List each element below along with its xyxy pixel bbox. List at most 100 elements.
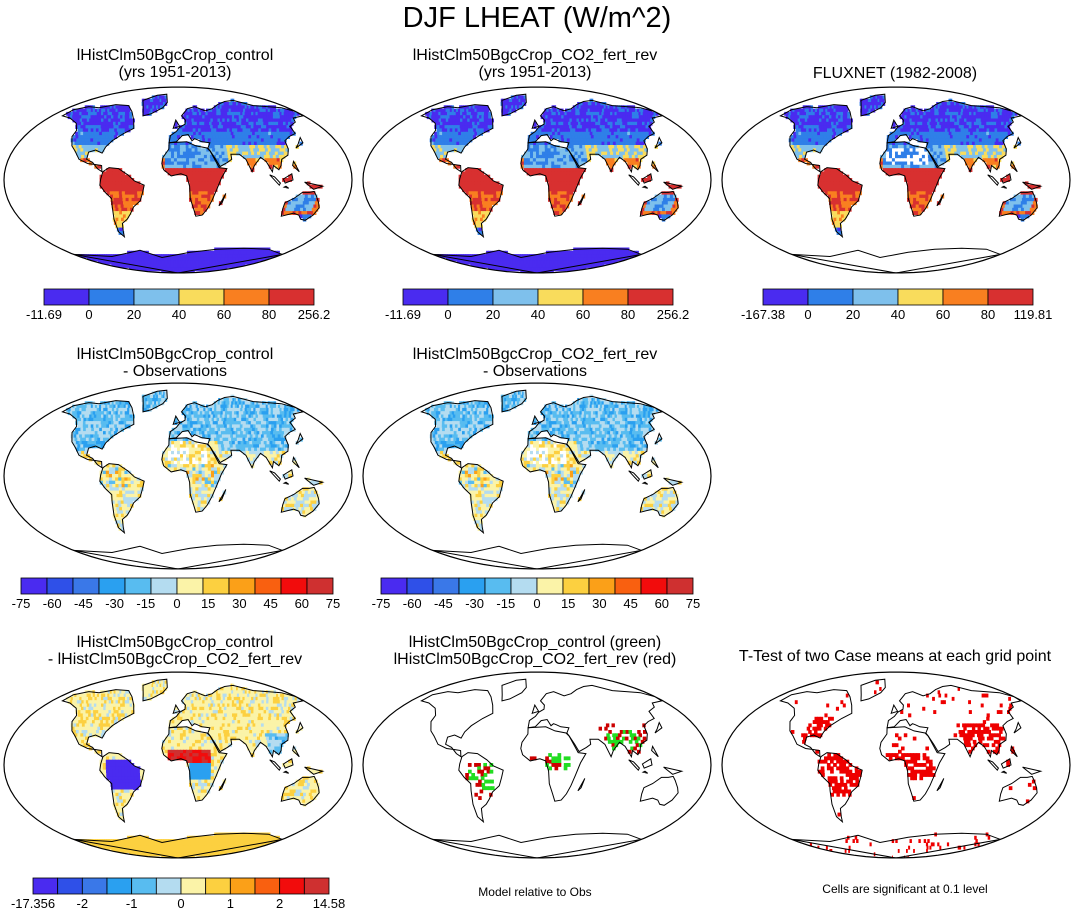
colorbar-tick-label: 0 bbox=[85, 307, 92, 322]
colorbar-swatch bbox=[484, 577, 512, 595]
colorbar-swatch bbox=[447, 288, 494, 306]
colorbar-tick-label: -60 bbox=[43, 596, 62, 611]
panel-title-case-diff: lHistClm50BgcCrop_control - lHistClm50Bgc… bbox=[47, 634, 303, 668]
colorbar-case-diff: -17.356 -2 -1 0 1 2 14.58 bbox=[11, 877, 345, 911]
map-panel-sig-overlay bbox=[361, 670, 713, 860]
colorbar-swatch bbox=[762, 288, 809, 306]
coastlines bbox=[61, 678, 325, 858]
colorbar-control-obs: -75 -60 -45 -30 -15 0 15 30 45 60 75 bbox=[12, 577, 340, 611]
colorbar-swatch bbox=[279, 877, 305, 895]
colorbar-tick-label: 45 bbox=[263, 596, 277, 611]
coastlines bbox=[779, 678, 1043, 858]
map-background bbox=[2, 670, 354, 860]
map-cells bbox=[425, 391, 682, 531]
colorbar-swatch bbox=[155, 877, 182, 895]
panel-title-control: lHistClm50BgcCrop_control (yrs 1951-2013) bbox=[76, 47, 274, 81]
colorbar-tick-label: -75 bbox=[372, 596, 391, 611]
colorbar-swatch bbox=[492, 288, 539, 306]
coastlines bbox=[420, 93, 684, 273]
colorbar-swatch bbox=[562, 577, 590, 595]
map-panel-co2-obs bbox=[361, 381, 713, 571]
colorbar-tick-label: -11.69 bbox=[26, 307, 62, 322]
map-panel-case-diff bbox=[2, 670, 354, 860]
colorbar-tick-label: -45 bbox=[434, 596, 453, 611]
colorbar-tick-label: 20 bbox=[486, 307, 500, 322]
colorbar-tick-label: 15 bbox=[561, 596, 575, 611]
colorbar-tick-label: 2 bbox=[276, 896, 283, 911]
footnote-significance: Cells are significant at 0.1 level bbox=[822, 882, 988, 896]
panel-title-co2: lHistClm50BgcCrop_CO2_fert_rev (yrs 1951-… bbox=[412, 47, 658, 81]
colorbar-tick-label: 14.58 bbox=[313, 896, 346, 911]
map-background bbox=[361, 85, 713, 275]
colorbar-swatch bbox=[150, 577, 178, 595]
colorbar-tick-label: 75 bbox=[326, 596, 340, 611]
colorbar-swatch bbox=[432, 577, 460, 595]
colorbar-tick-label: 20 bbox=[846, 307, 860, 322]
map-cells bbox=[66, 95, 323, 273]
colorbar-co2: -11.69 0 20 40 60 80 256.2 bbox=[385, 288, 689, 322]
colorbar-swatch bbox=[268, 288, 315, 306]
colorbar-tick-label: -11.69 bbox=[385, 307, 421, 322]
colorbar-tick-label: 30 bbox=[232, 596, 246, 611]
colorbar-tick-label: 119.81 bbox=[1014, 307, 1053, 322]
panel-title-fluxnet: FLUXNET (1982-2008) bbox=[812, 65, 978, 82]
colorbar-swatch bbox=[627, 288, 674, 306]
colorbar-co2-obs: -75 -60 -45 -30 -15 0 15 30 45 60 75 bbox=[372, 577, 700, 611]
colorbar-swatch bbox=[303, 877, 330, 895]
panel-title-ttest: T-Test of two Case means at each grid po… bbox=[738, 648, 1052, 665]
colorbar-tick-label: 60 bbox=[576, 307, 590, 322]
colorbar-tick-label: -17.356 bbox=[11, 896, 55, 911]
map-cells bbox=[784, 95, 1041, 235]
colorbar-swatch bbox=[640, 577, 668, 595]
colorbar-swatch bbox=[987, 288, 1034, 306]
map-panel-control-obs bbox=[2, 381, 354, 571]
colorbar-tick-label: -1 bbox=[126, 896, 138, 911]
colorbar-swatch bbox=[588, 577, 616, 595]
colorbar-swatch bbox=[897, 288, 944, 306]
colorbar-tick-label: 30 bbox=[592, 596, 606, 611]
colorbar-swatch bbox=[106, 877, 133, 895]
map-background bbox=[361, 670, 713, 860]
colorbar-swatch bbox=[306, 577, 334, 595]
colorbar-tick-label: -30 bbox=[105, 596, 124, 611]
map-frame bbox=[362, 671, 712, 859]
colorbar-tick-label: 75 bbox=[686, 596, 700, 611]
colorbar-tick-label: 60 bbox=[936, 307, 950, 322]
panel-title-control-obs: lHistClm50BgcCrop_control - Observations bbox=[76, 346, 274, 380]
colorbar-swatch bbox=[81, 877, 108, 895]
colorbar-tick-label: 80 bbox=[621, 307, 635, 322]
colorbar-tick-label: 0 bbox=[804, 307, 811, 322]
colorbar-swatch bbox=[202, 577, 230, 595]
colorbar-swatch bbox=[510, 577, 538, 595]
colorbar-swatch bbox=[205, 877, 231, 895]
colorbar-tick-label: 60 bbox=[295, 596, 309, 611]
colorbar-swatch bbox=[124, 577, 152, 595]
colorbar-tick-label: 15 bbox=[201, 596, 215, 611]
colorbar-tick-label: 40 bbox=[172, 307, 186, 322]
colorbar-swatch bbox=[176, 577, 204, 595]
colorbar-swatch bbox=[852, 288, 899, 306]
colorbar-tick-label: 80 bbox=[981, 307, 995, 322]
colorbar-tick-label: 60 bbox=[217, 307, 231, 322]
colorbar-swatch bbox=[72, 577, 100, 595]
map-frame bbox=[721, 86, 1071, 274]
figure-title: DJF LHEAT (W/m^2) bbox=[402, 2, 672, 34]
colorbar-swatch bbox=[180, 877, 207, 895]
map-frame bbox=[721, 671, 1071, 859]
colorbar-tick-label: -2 bbox=[77, 896, 89, 911]
map-panel-ttest bbox=[720, 670, 1072, 860]
map-panel-control bbox=[2, 85, 354, 275]
panel-title-sig-overlay: lHistClm50BgcCrop_control (green) lHistCl… bbox=[393, 634, 677, 668]
colorbar-tick-label: -30 bbox=[465, 596, 484, 611]
colorbar-swatch bbox=[223, 288, 270, 306]
coastlines bbox=[420, 389, 684, 569]
colorbar-swatch bbox=[43, 288, 90, 306]
colorbar-tick-label: 40 bbox=[891, 307, 905, 322]
map-frame bbox=[3, 86, 353, 274]
colorbar-tick-label: 256.2 bbox=[657, 307, 690, 322]
colorbar-swatch bbox=[228, 577, 256, 595]
colorbar-swatch bbox=[614, 577, 642, 595]
coastlines bbox=[61, 389, 325, 569]
colorbar-swatch bbox=[666, 577, 694, 595]
colorbar-swatch bbox=[458, 577, 486, 595]
